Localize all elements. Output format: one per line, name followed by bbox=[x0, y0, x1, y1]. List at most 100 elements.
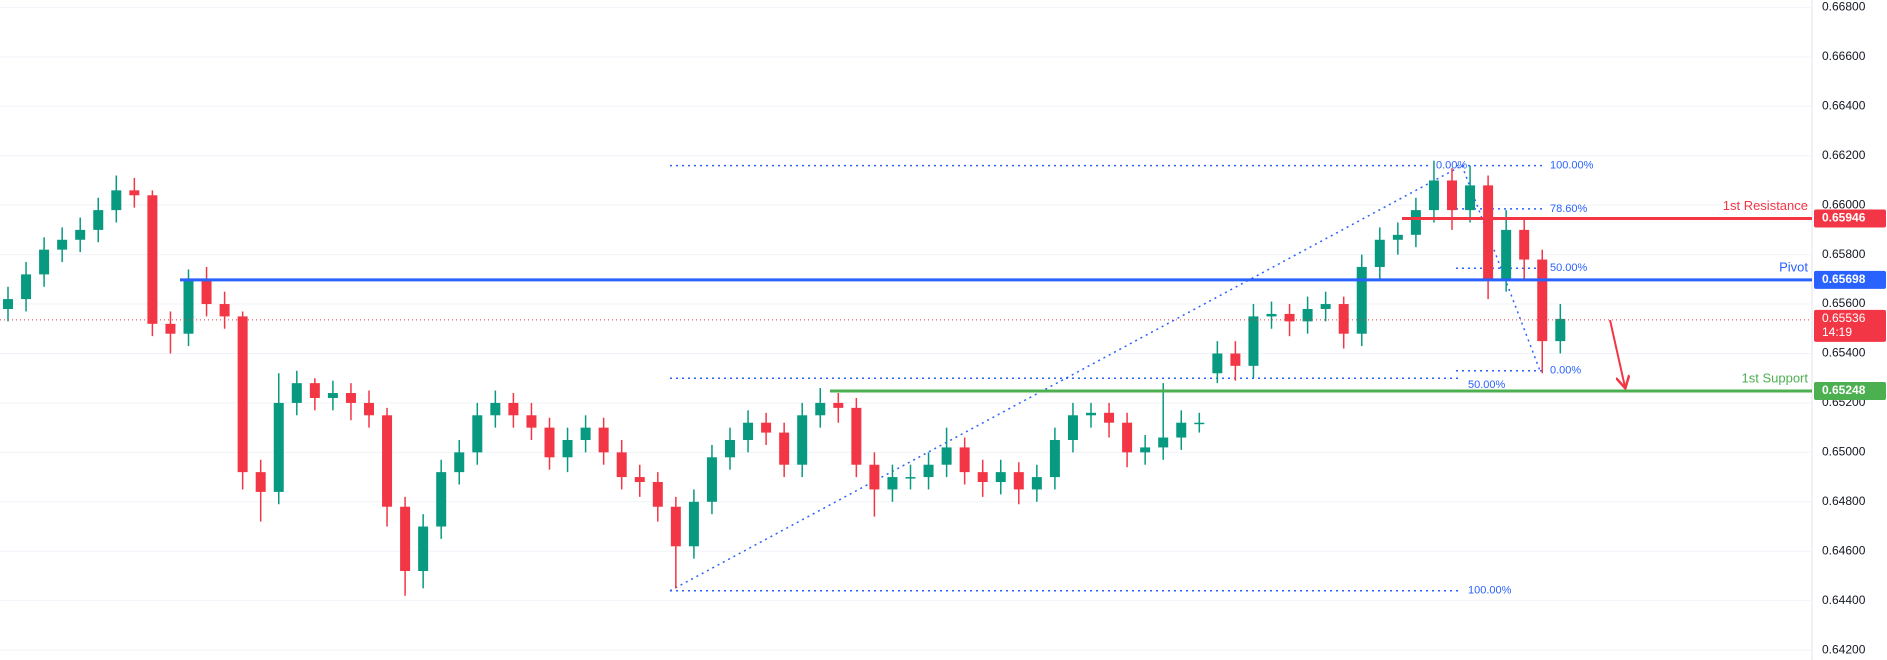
candle-body bbox=[436, 472, 447, 527]
candle-body bbox=[544, 427, 555, 458]
candle-body bbox=[183, 279, 194, 334]
level-price-box bbox=[1814, 209, 1886, 228]
y-tick-label: 0.66000 bbox=[1822, 197, 1866, 211]
y-tick-label: 0.64800 bbox=[1822, 494, 1866, 508]
candle-body bbox=[923, 464, 934, 478]
candle-body bbox=[779, 432, 790, 465]
candle-body bbox=[1104, 412, 1115, 423]
candle-body bbox=[75, 229, 86, 240]
y-tick-label: 0.65400 bbox=[1822, 346, 1866, 360]
candle-body bbox=[1194, 422, 1205, 425]
y-tick-label: 0.64400 bbox=[1822, 593, 1866, 607]
candle-body bbox=[93, 210, 104, 230]
candle-body bbox=[1519, 229, 1530, 260]
level-price-label: 0.65248 bbox=[1822, 383, 1866, 397]
candle-body bbox=[327, 393, 338, 398]
candle-body bbox=[815, 402, 826, 416]
level-price-box bbox=[1814, 270, 1886, 289]
candle-body bbox=[490, 402, 501, 416]
candle-body bbox=[418, 526, 429, 572]
candle-body bbox=[959, 447, 970, 473]
candle-body bbox=[725, 440, 735, 458]
candle-body bbox=[797, 415, 808, 465]
candle-body bbox=[219, 304, 230, 317]
candle-body bbox=[1122, 422, 1133, 453]
countdown-label: 14:19 bbox=[1822, 325, 1852, 339]
candle-body bbox=[147, 195, 158, 324]
candle-body bbox=[1356, 266, 1367, 334]
candle-body bbox=[598, 427, 609, 453]
candle-body bbox=[129, 190, 140, 196]
y-tick-label: 0.65800 bbox=[1822, 247, 1866, 261]
candle-body bbox=[508, 402, 519, 416]
candle-body bbox=[688, 501, 699, 547]
level-price-box bbox=[1814, 382, 1886, 401]
level-price-label: 0.65698 bbox=[1822, 272, 1866, 286]
candle-body bbox=[941, 447, 952, 465]
candle-body bbox=[562, 440, 573, 458]
y-tick-label: 0.65000 bbox=[1822, 445, 1866, 459]
candle-body bbox=[57, 239, 68, 250]
y-tick-label: 0.66400 bbox=[1822, 98, 1866, 112]
candle-body bbox=[1230, 353, 1241, 366]
candle-body bbox=[616, 452, 627, 478]
candle-body bbox=[1447, 180, 1457, 211]
candle-body bbox=[1013, 472, 1024, 490]
candle-body bbox=[1483, 185, 1494, 280]
candle-body bbox=[869, 464, 880, 490]
y-tick-label: 0.64600 bbox=[1822, 543, 1866, 557]
candle-body bbox=[634, 477, 645, 483]
fib-label: 0.00% bbox=[1436, 160, 1467, 172]
candle-body bbox=[39, 249, 50, 275]
candle-body bbox=[273, 402, 284, 492]
candle-body bbox=[1302, 308, 1313, 322]
candle-body bbox=[670, 506, 681, 547]
candle-body bbox=[1031, 477, 1042, 490]
candle-body bbox=[851, 407, 862, 465]
level-name: Pivot bbox=[1779, 259, 1808, 274]
y-tick-label: 0.64200 bbox=[1822, 642, 1866, 656]
y-tick-label: 0.65600 bbox=[1822, 296, 1866, 310]
candle-body bbox=[1212, 353, 1223, 374]
level-name: 1st Resistance bbox=[1723, 198, 1808, 213]
current-price-label: 0.65536 bbox=[1822, 311, 1866, 325]
candle-body bbox=[382, 415, 393, 507]
candle-body bbox=[1049, 440, 1060, 478]
candle-body bbox=[526, 415, 537, 428]
candle-body bbox=[1158, 437, 1169, 448]
candle-body bbox=[1374, 239, 1385, 267]
candle-body bbox=[1176, 422, 1187, 438]
candle-body bbox=[1248, 316, 1259, 366]
candle-body bbox=[111, 190, 122, 211]
candle-body bbox=[201, 279, 212, 305]
candle-body bbox=[1501, 229, 1512, 280]
candle-body bbox=[1555, 318, 1566, 342]
candle-body bbox=[1320, 304, 1331, 309]
candle-body bbox=[833, 402, 844, 408]
y-tick-label: 0.66600 bbox=[1822, 49, 1866, 63]
candle-body bbox=[309, 383, 320, 398]
current-price-box bbox=[1814, 309, 1886, 342]
level-price-label: 0.65946 bbox=[1822, 211, 1866, 225]
y-tick-label: 0.66200 bbox=[1822, 148, 1866, 162]
fib-label: 100.00% bbox=[1550, 160, 1594, 172]
candle-body bbox=[761, 422, 772, 433]
candle-body bbox=[345, 393, 356, 403]
fib-label: 50.00% bbox=[1468, 379, 1506, 391]
candle-body bbox=[1067, 415, 1078, 440]
fib-label: 0.00% bbox=[1550, 365, 1581, 377]
level-name: 1st Support bbox=[1742, 370, 1809, 385]
candle-body bbox=[887, 477, 898, 490]
candle-body bbox=[237, 316, 248, 473]
candle-body bbox=[743, 422, 754, 440]
candle-body bbox=[1428, 180, 1439, 211]
candle-body bbox=[995, 472, 1006, 483]
candle-body bbox=[1537, 259, 1548, 342]
fib-label: 100.00% bbox=[1468, 585, 1512, 597]
candle-body bbox=[1284, 313, 1295, 322]
forecast-arrow bbox=[1609, 319, 1625, 387]
candle-body bbox=[1392, 234, 1403, 240]
fib-label: 78.60% bbox=[1550, 203, 1588, 215]
y-tick-label: 0.66800 bbox=[1822, 0, 1866, 14]
